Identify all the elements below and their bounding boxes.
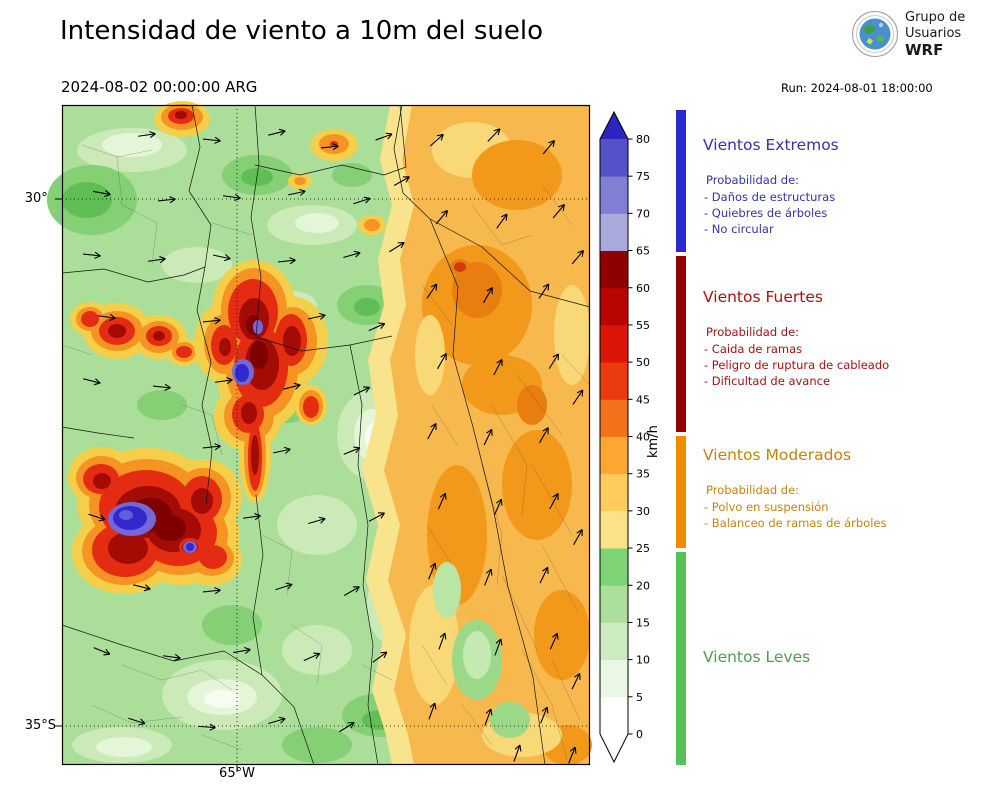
legend-strip-leves	[676, 552, 686, 765]
legend-item: - Dificultad de avance	[703, 373, 1000, 389]
svg-text:10: 10	[636, 654, 650, 667]
run-datetime: Run: 2024-08-01 18:00:00	[781, 81, 933, 95]
svg-text:35: 35	[636, 468, 650, 481]
legend-section-title: Vientos Extremos	[703, 136, 1000, 154]
legend-probability-label: Probabilidad de:	[703, 173, 1000, 187]
svg-text:45: 45	[636, 393, 650, 406]
wrf-globe-icon	[851, 10, 899, 58]
legend-item: - Polvo en suspensión	[703, 499, 1000, 515]
wind-intensity-map	[62, 105, 590, 765]
legend-section-title: Vientos Moderados	[703, 446, 1000, 464]
wrf-logo: Grupo de Usuarios WRF	[851, 10, 965, 58]
svg-text:60: 60	[636, 282, 650, 295]
moderate-wind-region	[362, 105, 592, 765]
svg-text:50: 50	[636, 356, 650, 369]
svg-text:0: 0	[636, 728, 643, 741]
legend-section-leves: Vientos Leves	[703, 648, 1000, 685]
logo-line-1: Grupo de	[905, 10, 965, 26]
legend-probability-label: Probabilidad de:	[703, 325, 1000, 339]
legend-item: - Balanceo de ramas de árboles	[703, 515, 1000, 531]
legend-item: - Peligro de ruptura de cableado	[703, 357, 1000, 373]
legend-strip-fuertes	[676, 256, 686, 432]
legend-items: - Daños de estructuras- Quiebres de árbo…	[703, 189, 1000, 237]
svg-text:20: 20	[636, 579, 650, 592]
legend-strip-moderados	[676, 436, 686, 548]
colorbar-under-arrow	[600, 734, 628, 762]
legend-section-title: Vientos Fuertes	[703, 288, 1000, 306]
svg-text:15: 15	[636, 616, 650, 629]
svg-text:80: 80	[636, 133, 650, 146]
colorbar-segments	[600, 139, 628, 734]
valid-datetime: 2024-08-02 00:00:00 ARG	[61, 78, 257, 96]
weather-map-page: { "header": { "title": "Intensidad de vi…	[0, 0, 1000, 800]
legend-probability-label: Probabilidad de:	[703, 483, 1000, 497]
svg-text:25: 25	[636, 542, 650, 555]
legend-section-moderados: Vientos Moderados Probabilidad de: - Pol…	[703, 446, 1000, 531]
svg-text:70: 70	[636, 207, 650, 220]
page-title: Intensidad de viento a 10m del suelo	[60, 16, 543, 46]
svg-text:75: 75	[636, 170, 650, 183]
legend-section-fuertes: Vientos Fuertes Probabilidad de: - Caida…	[703, 288, 1000, 389]
legend-section-extremos: Vientos Extremos Probabilidad de: - Daño…	[703, 136, 1000, 237]
legend-items: - Polvo en suspensión- Balanceo de ramas…	[703, 499, 1000, 531]
svg-text:30: 30	[636, 505, 650, 518]
colorbar-over-arrow	[600, 112, 628, 139]
colorbar-unit-label: km/h	[646, 425, 661, 458]
legend-item: - No circular	[703, 221, 1000, 237]
logo-line-3: WRF	[905, 42, 965, 58]
legend-section-title: Vientos Leves	[703, 648, 1000, 666]
logo-line-2: Usuarios	[905, 26, 965, 42]
legend-strip-extremos	[676, 110, 686, 252]
legend-item: - Daños de estructuras	[703, 189, 1000, 205]
legend-item: - Caida de ramas	[703, 341, 1000, 357]
svg-text:5: 5	[636, 691, 643, 704]
lat-label-35s: 35°S	[20, 718, 56, 733]
svg-text:65: 65	[636, 245, 650, 258]
colorbar-ticks	[628, 139, 633, 734]
svg-text:55: 55	[636, 319, 650, 332]
wrf-logo-text: Grupo de Usuarios WRF	[905, 10, 965, 58]
legend-items: - Caida de ramas- Peligro de ruptura de …	[703, 341, 1000, 389]
legend-item: - Quiebres de árboles	[703, 205, 1000, 221]
